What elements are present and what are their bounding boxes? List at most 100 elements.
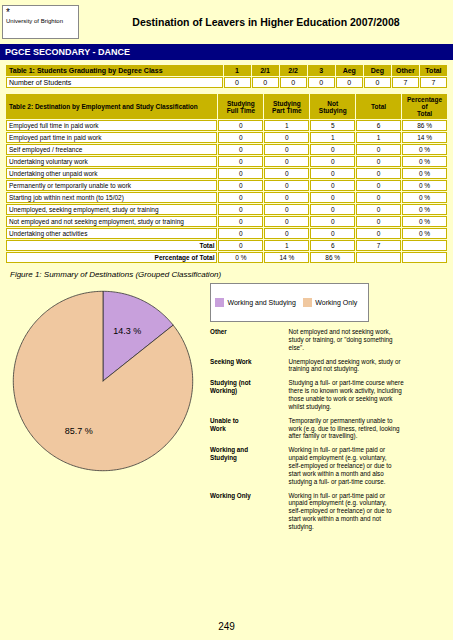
html-text:Percentage of Total: Percentage of Total (154, 254, 215, 261)
html-text:1: 1 (330, 134, 335, 141)
html-text:0: 0 (330, 158, 335, 165)
html-text:0: 0 (375, 79, 380, 86)
html-text:Not employed and not seeking e: Not employed and not seeking employment,… (9, 218, 184, 225)
html-text:7: 7 (403, 79, 408, 86)
html-text:Studying a full- or part-time: Studying a full- or part-time course whe… (288, 379, 404, 410)
html-text:3: 3 (319, 67, 324, 74)
html-text:Working and Studying: Working and Studying (227, 299, 296, 306)
html-text:Working in full- or part-time: Working in full- or part-time paid or un… (288, 491, 392, 530)
html-text:0: 0 (285, 158, 289, 165)
html-text:Table 2: Destination by Employ: Table 2: Destination by Employment and S… (9, 103, 198, 110)
html-text:0: 0 (376, 230, 381, 237)
html-text:0 %: 0 % (235, 254, 247, 261)
html-text:Figure 1: Summary of Destinati: Figure 1: Summary of Destinations (Group… (10, 270, 222, 279)
html-text:1: 1 (285, 122, 289, 129)
html-text:2/2: 2/2 (288, 67, 298, 74)
svg-text:14.3 %: 14.3 % (113, 326, 141, 336)
html-text:0: 0 (239, 122, 243, 129)
html-text:0 %: 0 % (418, 218, 431, 225)
html-text:Working Only: Working Only (315, 299, 358, 306)
html-text:0: 0 (235, 79, 239, 86)
html-text:0: 0 (330, 182, 335, 189)
html-text:Permanently or temporarily una: Permanently or temporarily unable to wor… (9, 182, 132, 189)
html-text:Starting job within next month: Starting job within next month (to 15/02… (9, 194, 124, 201)
html-text:0: 0 (330, 206, 335, 213)
html-text:Not Studying: Not Studying (318, 99, 347, 114)
html-text:14 %: 14 % (417, 134, 432, 141)
html-text:14 %: 14 % (279, 254, 295, 261)
html-text:0: 0 (319, 79, 324, 86)
html-text:1: 1 (235, 67, 239, 74)
html-text:Total: Total (371, 103, 387, 110)
html-text:0: 0 (376, 146, 381, 153)
html-text:7: 7 (431, 79, 436, 86)
html-text:0: 0 (263, 79, 267, 86)
html-text:Number of Students: Number of Students (9, 79, 72, 86)
html-text:0: 0 (285, 134, 289, 141)
html-text:Other: Other (210, 328, 227, 335)
html-text:0: 0 (330, 170, 335, 177)
html-text:0: 0 (376, 194, 381, 201)
html-text:Destination of Leavers in High: Destination of Leavers in Higher Educati… (132, 16, 400, 28)
html-text:0 %: 0 % (418, 182, 431, 189)
html-text:6: 6 (376, 122, 381, 129)
html-text:0: 0 (330, 218, 335, 225)
html-text:0: 0 (376, 206, 381, 213)
html-text:Self employed / freelance: Self employed / freelance (9, 146, 83, 153)
html-text:0: 0 (376, 158, 381, 165)
html-text:Unemployed and seeking work, s: Unemployed and seeking work, study or tr… (288, 357, 401, 373)
html-text:0: 0 (330, 194, 335, 201)
html-text:Temporarily or permanently una: Temporarily or permanently unable to wor… (288, 416, 400, 440)
html-text:0: 0 (330, 146, 335, 153)
html-text:Employed full time in paid wor: Employed full time in paid work (9, 122, 99, 129)
html-text:Undertaking other activities: Undertaking other activities (9, 230, 88, 237)
html-text:Table 1: Students Graduating b: Table 1: Students Graduating by Degree C… (9, 67, 163, 74)
html-text:0 %: 0 % (418, 194, 431, 201)
html-text:0 %: 0 % (418, 158, 431, 165)
html-text:Working and Studying: Working and Studying (210, 446, 248, 462)
html-text:Deg: Deg (370, 67, 384, 74)
html-text:0: 0 (376, 170, 381, 177)
html-text:0 %: 0 % (418, 230, 431, 237)
html-text:0: 0 (285, 146, 289, 153)
html-text:Undertaking voluntary work: Undertaking voluntary work (9, 158, 88, 165)
html-text:Aeg: Aeg (342, 67, 356, 74)
html-text:Percentage of Total: Percentage of Total (407, 96, 443, 117)
html-text:249: 249 (218, 621, 235, 632)
html-text:Total: Total (199, 242, 215, 249)
html-text:86 %: 86 % (417, 122, 432, 129)
html-text:7: 7 (376, 242, 381, 249)
html-text:0: 0 (347, 79, 352, 86)
html-text:0: 0 (239, 158, 243, 165)
html-text:5: 5 (330, 122, 335, 129)
html-text:0 %: 0 % (418, 170, 431, 177)
html-text:Employed part time in paid wor: Employed part time in paid work (9, 134, 102, 141)
html-text:Total: Total (425, 67, 442, 74)
html-text:Other: Other (396, 67, 415, 74)
html-text:Studying (not Working): Studying (not Working) (210, 379, 251, 395)
html-text:PGCE SECONDARY - DANCE: PGCE SECONDARY - DANCE (5, 47, 130, 57)
html-text:1: 1 (376, 134, 381, 141)
html-text:Working Only: Working Only (210, 491, 251, 499)
html-text:0: 0 (291, 79, 296, 86)
html-text:Undertaking other unpaid work: Undertaking other unpaid work (9, 170, 98, 177)
html-text:Unable to Work: Unable to Work (210, 416, 239, 432)
html-text:0: 0 (330, 230, 335, 237)
html-text:0: 0 (239, 146, 243, 153)
html-text:Working in full- or part-time: Working in full- or part-time paid or un… (288, 446, 392, 485)
html-text:0: 0 (376, 182, 381, 189)
html-text:86 %: 86 % (325, 254, 341, 261)
html-text:0 %: 0 % (418, 206, 431, 213)
html-text:0: 0 (376, 218, 381, 225)
html-text:Not employed and not seeking w: Not employed and not seeking work, study… (288, 328, 393, 351)
html-text:Studying Part Time: Studying Part Time (272, 99, 302, 114)
html-text:0: 0 (239, 134, 243, 141)
html-text:University of Brighton: University of Brighton (6, 18, 63, 24)
html-text:Unemployed, seeking employment: Unemployed, seeking employment, study or… (9, 206, 159, 213)
html-text:2/1: 2/1 (260, 67, 270, 74)
svg-text:85.7 %: 85.7 % (65, 426, 93, 436)
html-text:Studying Full Time: Studying Full Time (226, 99, 256, 114)
html-text:6: 6 (330, 242, 335, 249)
html-text:Seeking Work: Seeking Work (210, 357, 252, 365)
html-text:0 %: 0 % (418, 146, 431, 153)
